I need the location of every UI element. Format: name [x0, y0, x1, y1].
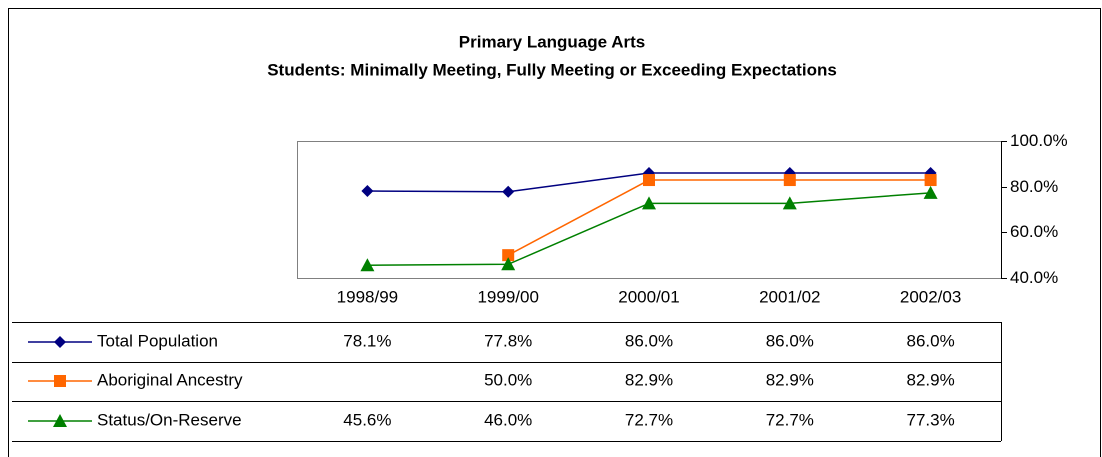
table-value: 50.0% — [484, 370, 532, 389]
x-tick-label: 2002/03 — [900, 287, 961, 306]
y-tick-label: 80.0% — [1010, 177, 1058, 196]
table-value: 82.9% — [766, 370, 814, 389]
table-value: 86.0% — [625, 331, 673, 350]
x-tick-label: 1998/99 — [337, 287, 398, 306]
data-point — [502, 185, 515, 198]
y-tick-label: 100.0% — [1010, 131, 1068, 150]
table-value: 77.3% — [906, 410, 954, 429]
data-point — [783, 174, 796, 187]
legend-label: Aboriginal Ancestry — [97, 370, 243, 389]
legend-key-marker — [53, 414, 67, 427]
x-tick-label: 2000/01 — [618, 287, 679, 306]
table-value: 45.6% — [343, 410, 391, 429]
table-value: 72.7% — [766, 410, 814, 429]
table-value: 82.9% — [906, 370, 954, 389]
data-point — [501, 257, 516, 271]
chart-frame — [8, 8, 1101, 457]
data-point — [642, 196, 656, 210]
data-point — [643, 174, 655, 187]
data-point — [502, 249, 515, 262]
table-value: 77.8% — [484, 331, 532, 350]
table-value: 72.7% — [625, 410, 673, 429]
data-point — [782, 196, 797, 210]
data-point — [360, 258, 375, 272]
table-value: 86.0% — [766, 331, 814, 350]
x-tick-label: 2001/02 — [759, 287, 820, 306]
table-value: 46.0% — [484, 410, 532, 429]
x-tick-label: 1999/00 — [477, 287, 538, 306]
data-point — [361, 185, 374, 198]
y-tick-label: 40.0% — [1010, 268, 1058, 287]
legend-label: Total Population — [97, 331, 218, 350]
table-value: 82.9% — [625, 370, 673, 389]
legend-key-marker — [54, 375, 66, 387]
data-point — [923, 185, 938, 199]
table-value: 78.1% — [343, 331, 391, 350]
chart-subtitle: Students: Minimally Meeting, Fully Meeti… — [267, 60, 837, 79]
chart-title: Primary Language Arts — [459, 32, 645, 51]
table-value: 86.0% — [906, 331, 954, 350]
y-tick-label: 60.0% — [1010, 222, 1058, 241]
series-line — [507, 179, 931, 256]
legend-key-marker — [54, 336, 66, 348]
legend-label: Status/On-Reserve — [97, 410, 242, 429]
data-point — [924, 174, 937, 187]
